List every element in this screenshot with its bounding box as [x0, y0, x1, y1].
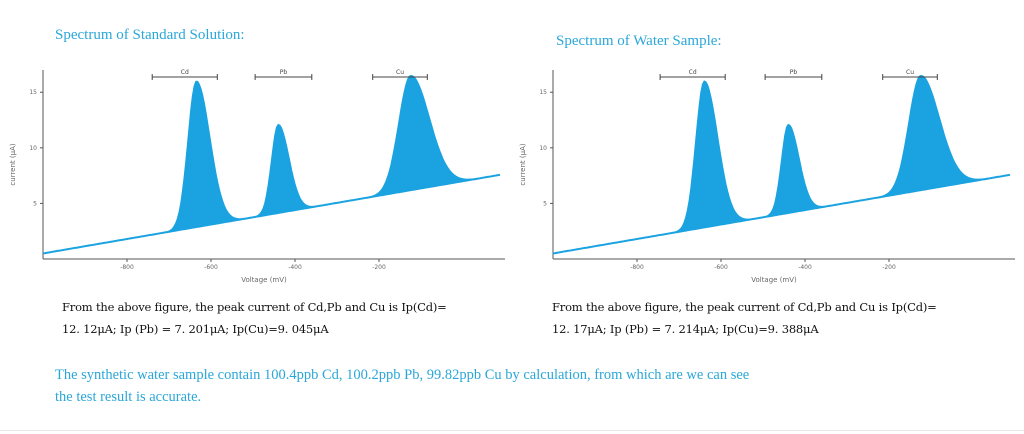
x-tick-label: -800 — [120, 264, 134, 271]
x-tick-label: -200 — [372, 264, 386, 271]
peak-label: Cd — [181, 69, 189, 76]
peak-range-cd — [659, 74, 726, 80]
peak-label: Pb — [790, 69, 798, 76]
peak-label: Cu — [906, 69, 914, 76]
y-axis-label: current (μA) — [519, 143, 527, 185]
x-axis-label: Voltage (mV) — [751, 276, 797, 284]
spectrum-chart-sample: 5 10 15 -800 -600 -400 -200 Voltage (mV) current… — [519, 69, 1015, 284]
description-line: From the above figure, the peak current … — [62, 300, 447, 314]
y-tick-label: 5 — [33, 200, 37, 207]
y-tick-label: 15 — [29, 89, 37, 96]
peak-description-sample: From the above figure, the peak current … — [552, 296, 1012, 340]
spectrum-area — [42, 74, 501, 254]
y-tick-label: 15 — [539, 89, 547, 96]
peak-label: Cu — [396, 69, 404, 76]
peak-range-cd — [151, 74, 218, 80]
y-tick-label: 10 — [29, 145, 37, 152]
x-tick-label: -600 — [204, 264, 218, 271]
chart-title-sample: Spectrum of Water Sample: — [556, 33, 722, 49]
x-axis-label: Voltage (mV) — [241, 276, 287, 284]
x-tick-label: -200 — [882, 264, 896, 271]
description-line: 12. 17μA; Ip (Pb) = 7. 214μA; Ip(Cu)=9. … — [552, 322, 819, 336]
footer-divider — [0, 430, 1024, 431]
conclusion-line: The synthetic water sample contain 100.4… — [55, 367, 750, 383]
baseline-line — [42, 173, 501, 255]
baseline-line — [552, 173, 1011, 255]
description-line: 12. 12μA; Ip (Pb) = 7. 201μA; Ip(Cu)=9. … — [62, 322, 329, 336]
spectrum-area — [552, 74, 1011, 254]
peak-description-standard: From the above figure, the peak current … — [62, 296, 522, 340]
spectrum-chart-standard: 5 10 15 -800 -600 -400 -200 Voltage (mV) current… — [9, 69, 505, 284]
y-tick-label: 5 — [543, 200, 547, 207]
peak-range-pb — [254, 74, 313, 80]
peak-label: Cd — [689, 69, 697, 76]
conclusion-line: the test result is accurate. — [55, 389, 202, 405]
x-tick-label: -400 — [288, 264, 302, 271]
description-line: From the above figure, the peak current … — [552, 300, 937, 314]
x-tick-label: -400 — [798, 264, 812, 271]
peak-label: Pb — [280, 69, 288, 76]
x-tick-label: -800 — [630, 264, 644, 271]
y-axis-label: current (μA) — [9, 143, 17, 185]
y-tick-label: 10 — [539, 145, 547, 152]
x-tick-label: -600 — [714, 264, 728, 271]
peak-range-pb — [764, 74, 823, 80]
peak-range-cu — [882, 74, 938, 80]
chart-title-standard: Spectrum of Standard Solution: — [55, 27, 245, 43]
conclusion-text: The synthetic water sample contain 100.4… — [55, 364, 915, 408]
peak-range-cu — [372, 74, 428, 80]
